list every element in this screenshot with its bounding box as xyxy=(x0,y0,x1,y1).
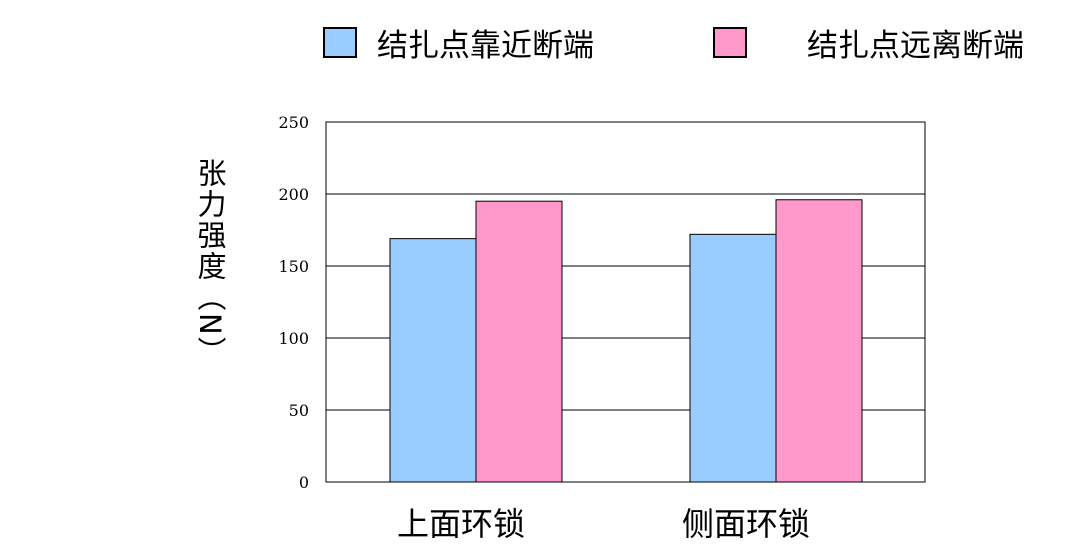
x-category-label: 上面环锁 xyxy=(397,505,525,543)
y-tick-label: 100 xyxy=(278,329,309,348)
legend-label-series-2: 结扎点远离断端 xyxy=(807,27,1024,64)
legend-swatch-series-1 xyxy=(323,26,357,58)
legend-swatch-series-2 xyxy=(713,26,747,58)
y-tick-label: 50 xyxy=(289,401,309,420)
y-axis-label: 张力强度（N） xyxy=(193,158,227,368)
y-tick-label: 150 xyxy=(278,257,309,276)
y-tick-label: 200 xyxy=(278,185,309,204)
y-tick-label: 0 xyxy=(299,473,309,492)
bar-2-2 xyxy=(775,199,863,483)
bar-1-1 xyxy=(389,238,477,483)
bar-1-2 xyxy=(689,233,777,483)
y-tick-label: 250 xyxy=(278,113,309,132)
x-category-label: 侧面环锁 xyxy=(682,505,810,543)
legend-item-series-1: 结扎点靠近断端 xyxy=(323,22,594,64)
bar-2-1 xyxy=(475,200,563,483)
legend-label-series-1: 结扎点靠近断端 xyxy=(377,27,594,64)
legend-item-series-2: 结扎点远离断端 xyxy=(713,22,1024,64)
